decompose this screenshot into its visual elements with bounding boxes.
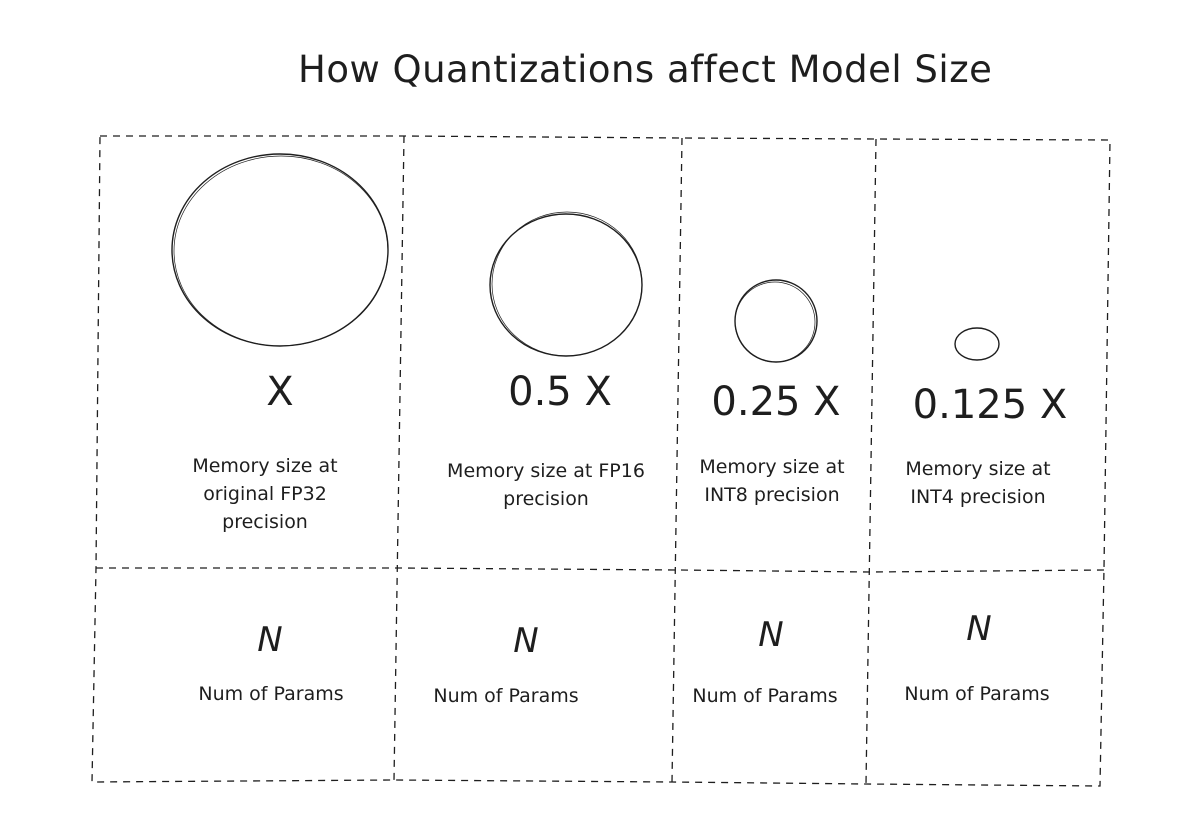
param-symbol-fp32: N [257,620,283,660]
factor-label-fp32: X [266,369,294,415]
memory-circle-fp16 [489,213,643,357]
memory-label-fp16: Memory size at FP16 precision [447,460,645,510]
memory-label-fp32: Memory size at original FP32 precision [192,455,338,533]
param-symbol-int4: N [966,609,992,649]
param-label-fp16: Num of Params [433,685,579,707]
param-label-int4: Num of Params [904,683,1050,705]
factor-label-int8: 0.25 X [711,379,841,425]
factor-label-fp16: 0.5 X [508,369,612,415]
param-label-int8: Num of Params [692,685,838,707]
column-divider-3 [865,138,877,785]
param-symbol-fp16: N [513,621,539,661]
column-divider-1 [393,135,405,781]
diagram-title: How Quantizations affect Model Size [298,48,993,91]
diagram-border [91,135,1111,787]
param-label-fp32: Num of Params [198,683,344,705]
memory-label-int8: Memory size at INT8 precision [699,456,845,506]
factor-label-int4: 0.125 X [912,382,1068,428]
memory-circle-int8 [734,279,818,363]
column-divider-2 [671,137,683,783]
memory-circle-int4 [954,327,1000,361]
row-divider [96,567,1105,573]
param-symbol-int8: N [758,615,784,655]
memory-label-int4: Memory size at INT4 precision [905,458,1051,508]
